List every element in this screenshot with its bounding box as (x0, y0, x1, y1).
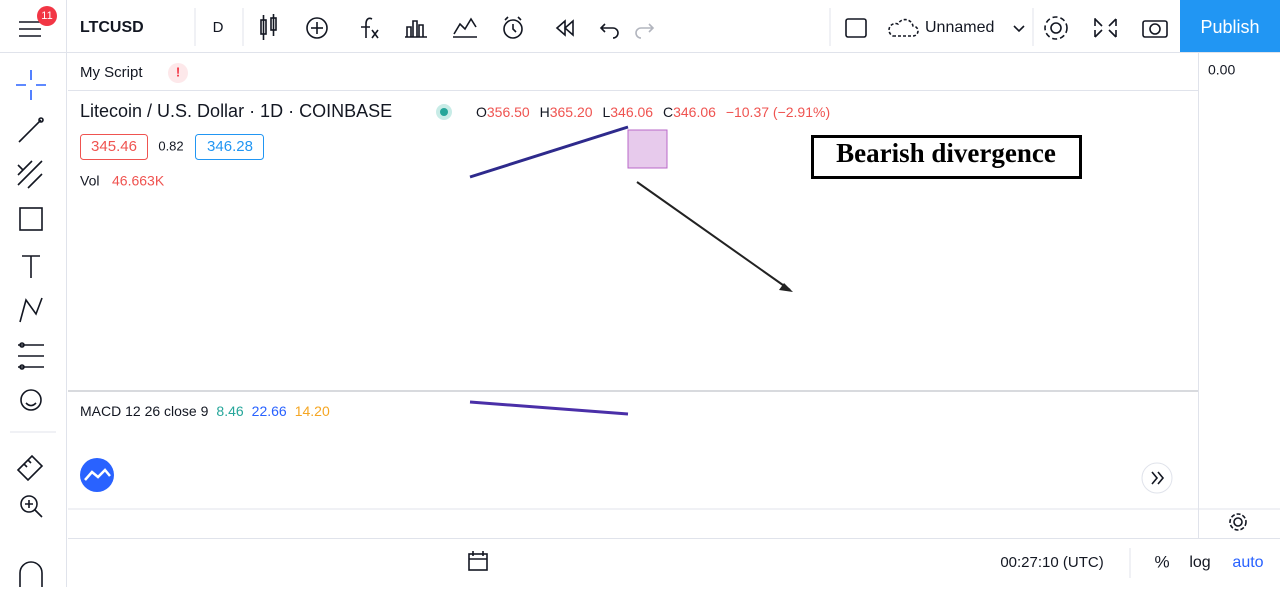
percent-toggle[interactable]: % (1154, 552, 1169, 571)
volume-value: 46.663K (112, 173, 165, 189)
script-axis-label: 0.00 (1208, 62, 1235, 78)
pattern-tool[interactable] (19, 297, 43, 323)
symbol-title: Litecoin / U.S. Dollar · 1D · COINBASE (80, 101, 392, 121)
trend-line-tool[interactable] (18, 117, 44, 143)
macd-divergence-line[interactable] (469, 400, 629, 416)
macd-value: 8.46 (216, 403, 243, 419)
volume-name: Vol (80, 173, 99, 189)
indicators-button[interactable] (361, 17, 379, 39)
clock: 00:27:10 (UTC) (1000, 554, 1103, 571)
notification-badge (37, 6, 57, 26)
sell-box[interactable] (80, 134, 148, 160)
ohlc-key: C (663, 104, 673, 120)
buy-box[interactable] (195, 134, 264, 160)
log-toggle[interactable]: log (1189, 554, 1210, 571)
financials-button[interactable] (453, 17, 477, 38)
alert-button[interactable] (503, 16, 523, 39)
publish-button[interactable] (1180, 0, 1280, 52)
menu-button[interactable] (19, 21, 41, 37)
shape-tool[interactable] (19, 207, 43, 231)
replay-button[interactable] (555, 19, 574, 37)
ohlc-key: H (540, 104, 550, 120)
sell-price: 345.46 (91, 138, 137, 155)
redo-button[interactable] (635, 23, 655, 39)
spread: 0.82 (158, 138, 183, 153)
date-range-button[interactable] (468, 551, 488, 571)
macd-name: MACD 12 26 close 9 (80, 403, 209, 419)
magnet-tool[interactable] (19, 561, 43, 587)
ohlc-key: L (602, 104, 610, 120)
histogram-value: 14.20 (295, 403, 330, 419)
chart-type-button[interactable] (260, 14, 277, 40)
ohlc-key: O (476, 104, 487, 120)
signal-value: 22.66 (252, 403, 287, 419)
trend-arrow[interactable] (636, 181, 791, 291)
text-tool[interactable] (22, 255, 40, 278)
measure-tool[interactable] (16, 454, 44, 482)
ohlc-value: 365.20 (550, 104, 593, 120)
buy-price: 346.28 (207, 138, 253, 155)
cloud-icon (888, 18, 919, 37)
scroll-icon (1151, 471, 1165, 485)
fullscreen-toggle[interactable] (845, 18, 867, 38)
layout-name[interactable]: Unnamed (925, 19, 994, 36)
fullscreen-button[interactable] (1094, 18, 1117, 38)
axis-settings[interactable] (1229, 513, 1247, 531)
publish-label: Publish (1200, 17, 1259, 37)
script-name: My Script (80, 64, 143, 81)
snapshot-button[interactable] (1142, 20, 1168, 38)
ohlc-value: 356.50 (487, 104, 530, 120)
annotation-box[interactable] (811, 135, 1082, 179)
fib-tool[interactable] (17, 160, 43, 189)
divergence-line[interactable] (469, 125, 629, 179)
logo-mark (84, 468, 111, 481)
undo-button[interactable] (599, 23, 619, 39)
arrow-head (779, 283, 793, 292)
warning-mark: ! (176, 64, 180, 79)
ohlc-value: 346.06 (610, 104, 653, 120)
icon-tool[interactable] (20, 389, 42, 411)
highlight-box[interactable] (627, 129, 668, 169)
crosshair-tool[interactable] (16, 70, 46, 100)
layout-menu[interactable] (1013, 25, 1025, 33)
market-status-dot (440, 108, 448, 116)
annotation: Bearish divergence (836, 138, 1056, 168)
ohlc-row: O356.50 H365.20 L346.06 C346.06 −10.37 (… (476, 104, 830, 120)
prediction-tool[interactable] (18, 342, 44, 370)
templates-button[interactable] (405, 20, 427, 38)
symbol[interactable]: LTCUSD (80, 19, 144, 36)
auto-toggle[interactable]: auto (1232, 554, 1263, 571)
settings-button[interactable] (1044, 16, 1068, 40)
notification-count: 11 (41, 10, 52, 22)
macd-legend: MACD 12 26 close 9 8.46 22.66 14.20 (80, 403, 330, 419)
zoom-tool[interactable] (20, 495, 43, 518)
interval-button[interactable]: D (213, 19, 224, 36)
warning-badge[interactable] (168, 63, 188, 83)
ohlc-value: 346.06 (673, 104, 716, 120)
ohlc-change: −10.37 (−2.91%) (726, 104, 830, 120)
compare-button[interactable] (306, 17, 328, 39)
